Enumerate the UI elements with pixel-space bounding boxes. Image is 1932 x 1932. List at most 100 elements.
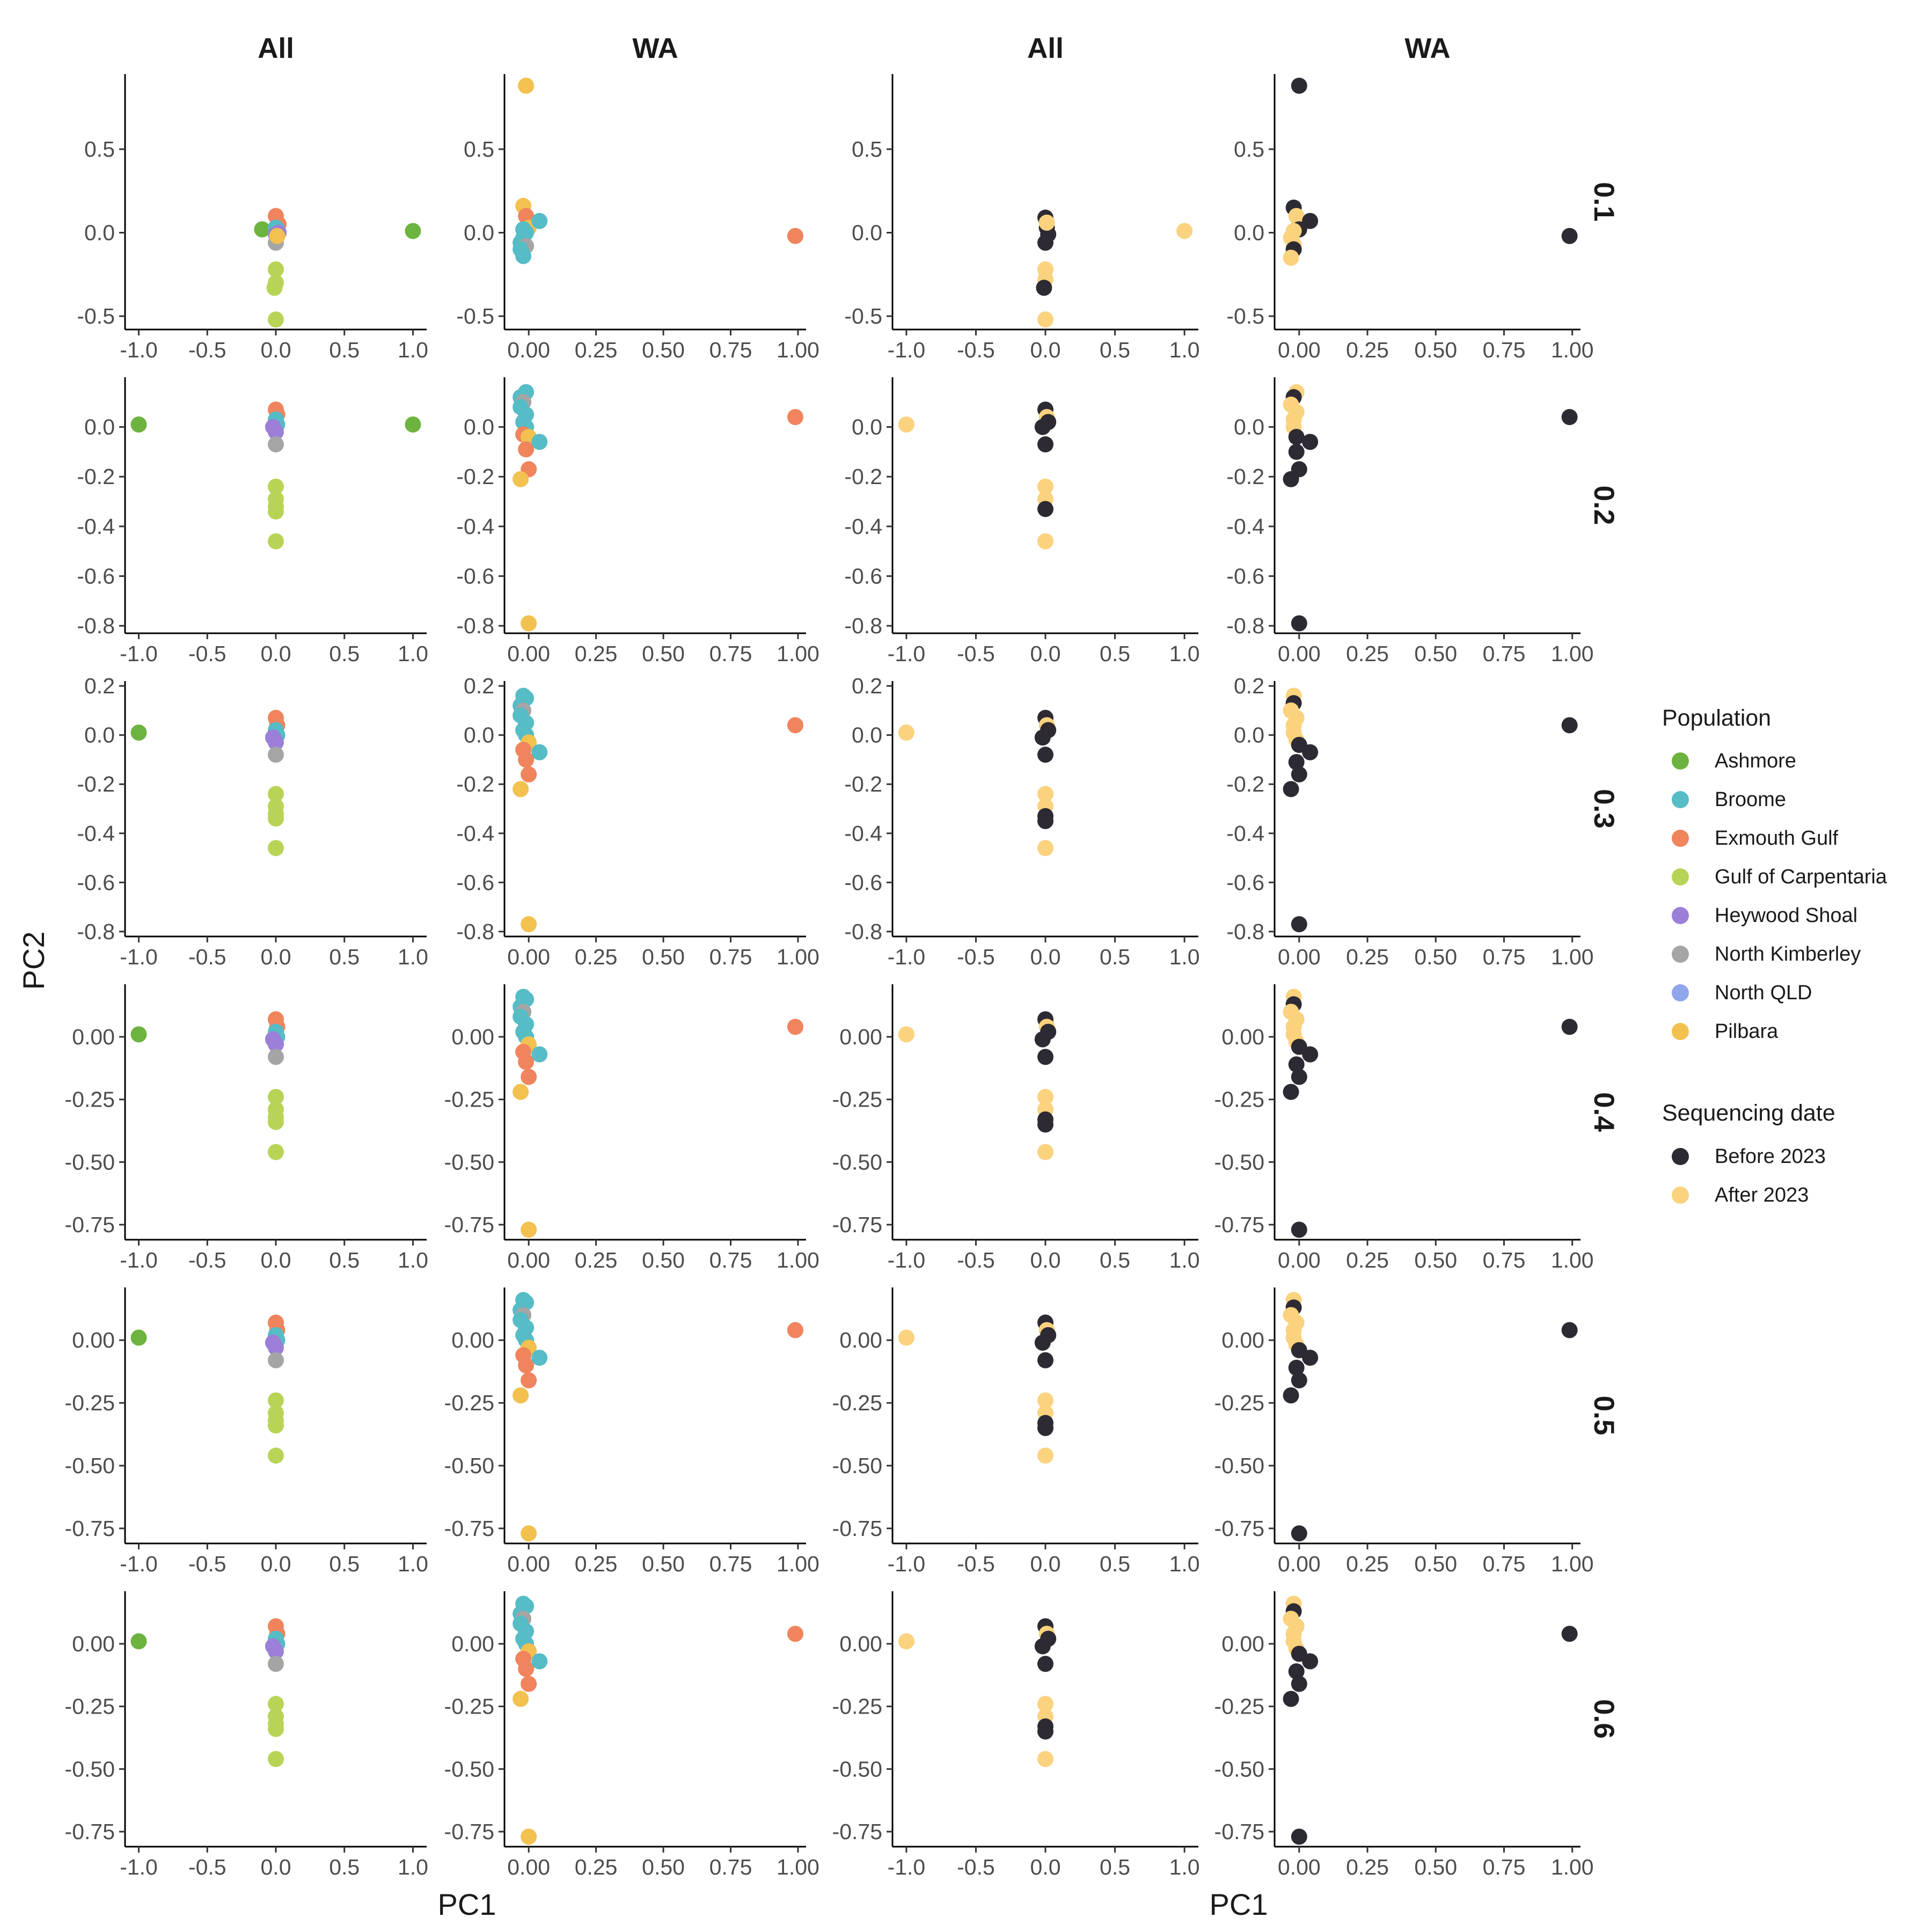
column-title-3: All: [1027, 33, 1064, 64]
x-tick-label: 0.25: [1346, 1855, 1389, 1879]
y-tick-label: -0.2: [1226, 772, 1264, 796]
x-tick-label: 1.0: [398, 945, 428, 969]
data-point: [1302, 1653, 1319, 1670]
x-tick-label: 0.5: [329, 1855, 360, 1879]
x-tick-label: -1.0: [888, 1552, 926, 1576]
data-point: [269, 228, 286, 244]
x-tick-label: -1.0: [120, 945, 158, 969]
data-point: [130, 416, 147, 433]
y-tick-label: -0.25: [832, 1391, 882, 1415]
legend-title-population: Population: [1662, 705, 1771, 731]
data-point: [1037, 1392, 1053, 1409]
x-tick-label: 0.0: [261, 338, 291, 362]
y-tick-label: -0.75: [832, 1212, 882, 1237]
data-point: [1283, 1084, 1299, 1100]
x-tick-label: 0.50: [642, 1855, 685, 1879]
y-tick-label: -0.4: [844, 514, 882, 539]
data-point: [1288, 443, 1305, 460]
y-tick-label: -0.50: [832, 1150, 882, 1174]
data-point: [898, 416, 914, 433]
legend-population-entries: Ashmore Broome Exmouth Gulf Gulf of Carpent…: [1672, 750, 1887, 1043]
y-tick-label: 0.0: [1234, 221, 1264, 245]
x-tick-label: 0.50: [1414, 1552, 1457, 1576]
x-tick-label: 1.0: [398, 1248, 428, 1272]
data-point: [1291, 916, 1307, 933]
x-tick-label: 0.0: [261, 641, 291, 666]
y-tick-label: -0.50: [444, 1757, 494, 1781]
data-point: [521, 1069, 537, 1085]
panel-r5-c2: -0.75 -0.50 -0.25 0.00 0.00 0.25 0.50 0.75 1.00: [444, 1287, 819, 1576]
x-tick-label: 0.50: [1414, 1855, 1457, 1879]
x-tick-label: 0.75: [1483, 1552, 1526, 1576]
data-point: [531, 1046, 548, 1063]
y-tick-label: 0.00: [451, 1024, 494, 1049]
x-tick-label: 0.75: [709, 1248, 752, 1272]
y-tick-label: 0.2: [84, 674, 115, 698]
data-point: [268, 734, 284, 751]
data-point: [1561, 409, 1578, 426]
data-point: [521, 916, 537, 933]
data-point: [1291, 615, 1307, 632]
data-point: [1034, 1031, 1051, 1048]
data-point: [1561, 1322, 1578, 1338]
y-tick-label: 0.0: [1234, 415, 1264, 440]
y-tick-label: -0.4: [77, 821, 115, 846]
data-point: [1283, 781, 1299, 797]
y-tick-label: -0.50: [832, 1757, 882, 1781]
data-point: [268, 261, 284, 277]
x-tick-label: 0.50: [1414, 945, 1457, 969]
data-point: [1288, 1359, 1305, 1376]
y-tick-label: -0.75: [1214, 1516, 1264, 1541]
y-tick-label: -0.2: [77, 464, 115, 489]
data-point: [1037, 813, 1053, 829]
y-tick-label: 0.0: [84, 723, 115, 748]
x-tick-label: 0.50: [642, 1552, 685, 1576]
panel-r3-c1: -0.8 -0.6 -0.4 -0.2 0.0 0.2 -1.0 -0.5 0.0 0.5 1.0: [77, 674, 428, 969]
x-tick-label: 0.25: [575, 338, 618, 362]
x-tick-label: 0.75: [1483, 641, 1526, 666]
x-tick-label: 0.0: [261, 1248, 291, 1272]
panel-r5-c1: -0.75 -0.50 -0.25 0.00 -1.0 -0.5 0.0 0.5 1.0: [65, 1287, 428, 1576]
data-point: [521, 615, 537, 632]
data-point: [531, 1653, 548, 1670]
x-tick-label: 1.00: [1551, 1552, 1594, 1576]
y-tick-label: 0.2: [464, 674, 494, 698]
data-point: [513, 781, 529, 797]
y-tick-label: -0.8: [456, 613, 494, 638]
data-point: [1037, 747, 1053, 763]
y-tick-label: 0.5: [464, 137, 494, 162]
y-tick-label: -0.75: [832, 1819, 882, 1844]
y-tick-label: 0.2: [852, 674, 882, 698]
data-point: [1283, 471, 1299, 487]
legend-key: [1672, 1023, 1689, 1040]
data-point: [1037, 1352, 1053, 1368]
data-point: [1302, 213, 1319, 229]
y-tick-label: -0.5: [844, 304, 882, 328]
panel-r4-c2: -0.75 -0.50 -0.25 0.00 0.00 0.25 0.50 0.75 1.00: [444, 984, 819, 1272]
panel-r5-c3: -0.75 -0.50 -0.25 0.00 -1.0 -0.5 0.0 0.5 1.0: [832, 1287, 1200, 1576]
x-tick-label: 1.0: [1169, 945, 1200, 969]
data-point: [268, 1656, 284, 1672]
x-tick-label: -0.5: [188, 338, 226, 362]
panel-r4-c3: -0.75 -0.50 -0.25 0.00 -1.0 -0.5 0.0 0.5 1.0: [832, 984, 1200, 1272]
x-tick-label: 1.00: [1551, 641, 1594, 666]
data-point: [268, 1114, 284, 1130]
x-tick-label: 0.5: [1100, 641, 1130, 666]
column-title-1: All: [258, 33, 294, 64]
x-tick-label: -0.5: [188, 1248, 226, 1272]
row-strip-label: 0.3: [1588, 789, 1620, 829]
y-tick-label: -0.75: [65, 1516, 115, 1541]
panel-r2-c1: -0.8 -0.6 -0.4 -0.2 0.0 -1.0 -0.5 0.0 0.5 1.0: [77, 377, 428, 666]
data-point: [266, 280, 283, 296]
x-tick-label: 0.50: [642, 338, 685, 362]
data-point: [1283, 1387, 1299, 1404]
y-tick-label: -0.50: [1214, 1453, 1264, 1478]
x-tick-label: 0.25: [1346, 338, 1389, 362]
data-point: [268, 1036, 284, 1052]
data-point: [787, 228, 803, 244]
legend-key: [1672, 868, 1689, 885]
x-tick-label: 0.25: [1346, 945, 1389, 969]
y-tick-label: -0.75: [1214, 1212, 1264, 1237]
data-point: [268, 311, 284, 328]
x-tick-label: -1.0: [120, 1248, 158, 1272]
